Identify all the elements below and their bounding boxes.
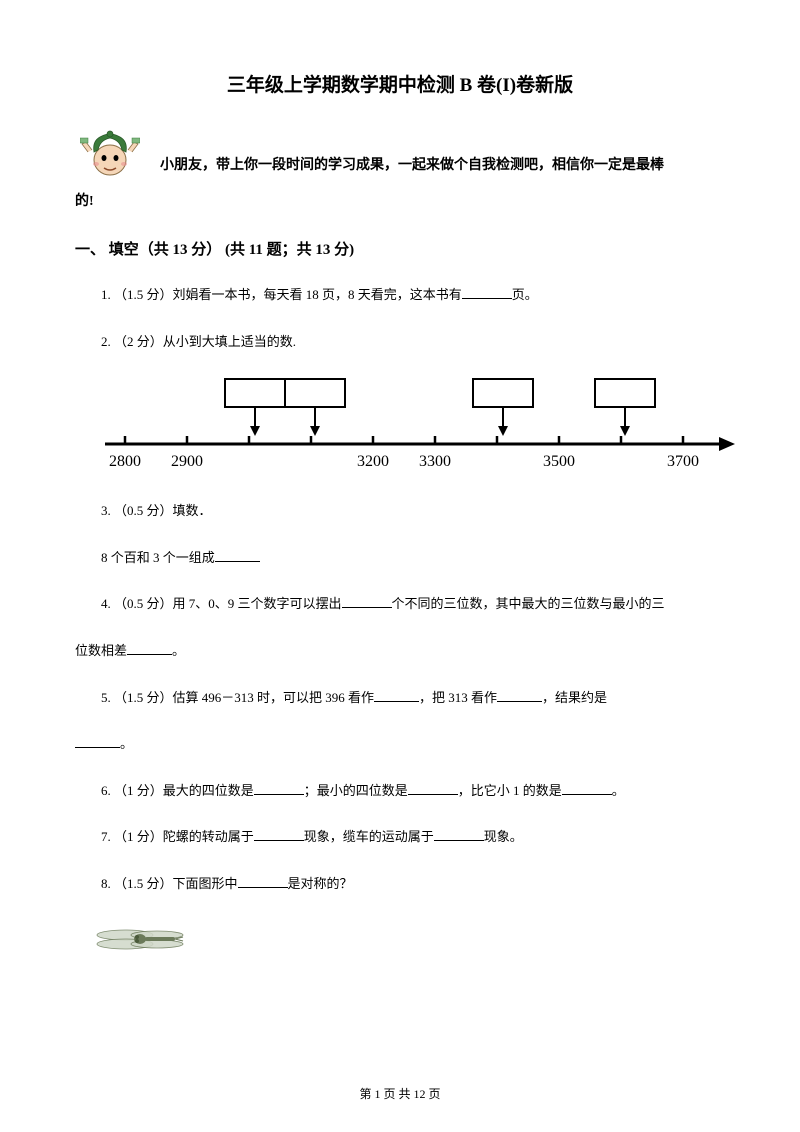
q4-line2-suffix: 。 bbox=[172, 643, 185, 658]
q8-suffix: 是对称的？ bbox=[288, 876, 353, 891]
dragonfly-icon bbox=[95, 917, 725, 967]
q6-blank2[interactable] bbox=[408, 781, 458, 795]
q8-prefix: 8. （1.5 分）下面图形中 bbox=[101, 876, 238, 891]
q6-mid2: ，比它小 1 的数是 bbox=[458, 783, 562, 798]
svg-text:2800: 2800 bbox=[109, 453, 141, 470]
intro-text-line2: 的! bbox=[75, 190, 725, 210]
q1-blank[interactable] bbox=[462, 285, 512, 299]
svg-text:2900: 2900 bbox=[171, 453, 203, 470]
q5-prefix: 5. （1.5 分）估算 496－313 时，可以把 396 看作 bbox=[101, 690, 374, 705]
svg-text:3700: 3700 bbox=[667, 453, 699, 470]
question-1: 1. （1.5 分）刘娟看一本书，每天看 18 页，8 天看完，这本书有 页。 bbox=[75, 281, 725, 310]
q3-blank[interactable] bbox=[215, 548, 260, 562]
intro-row: 小朋友，带上你一段时间的学习成果，一起来做个自我检测吧，相信你一定是最棒 bbox=[75, 122, 725, 182]
intro-text-line1: 小朋友，带上你一段时间的学习成果，一起来做个自我检测吧，相信你一定是最棒 bbox=[160, 151, 725, 182]
q3-sub-text: 8 个百和 3 个一组成 bbox=[101, 550, 215, 565]
svg-text:3300: 3300 bbox=[419, 453, 451, 470]
q6-suffix: 。 bbox=[612, 783, 625, 798]
page-footer: 第 1 页 共 12 页 bbox=[0, 1085, 800, 1102]
mascot-icon bbox=[80, 122, 140, 182]
svg-text:3500: 3500 bbox=[543, 453, 575, 470]
question-8: 8. （1.5 分）下面图形中 是对称的？ bbox=[75, 870, 725, 899]
q4-blank2[interactable] bbox=[127, 641, 172, 655]
q7-prefix: 7. （1 分）陀螺的转动属于 bbox=[101, 829, 254, 844]
page-title: 三年级上学期数学期中检测 B 卷(I)卷新版 bbox=[75, 70, 725, 97]
q5-mid2: ，结果约是 bbox=[542, 690, 607, 705]
q6-blank3[interactable] bbox=[562, 781, 612, 795]
q1-suffix: 页。 bbox=[512, 287, 538, 302]
svg-text:3200: 3200 bbox=[357, 453, 389, 470]
q7-blank1[interactable] bbox=[254, 827, 304, 841]
q5-blank1[interactable] bbox=[374, 688, 419, 702]
numberline-figure: 2800 2900 3200 3300 3500 3700 bbox=[95, 374, 725, 479]
q6-mid1: ；最小的四位数是 bbox=[304, 783, 408, 798]
question-6: 6. （1 分）最大的四位数是 ；最小的四位数是 ，比它小 1 的数是 。 bbox=[75, 777, 725, 806]
q7-blank2[interactable] bbox=[434, 827, 484, 841]
q7-mid: 现象，缆车的运动属于 bbox=[304, 829, 434, 844]
q4-prefix: 4. （0.5 分）用 7、0、9 三个数字可以摆出 bbox=[101, 596, 342, 611]
q1-prefix: 1. （1.5 分）刘娟看一本书，每天看 18 页，8 天看完，这本书有 bbox=[101, 287, 462, 302]
question-7: 7. （1 分）陀螺的转动属于 现象，缆车的运动属于 现象。 bbox=[75, 823, 725, 852]
section-heading: 一、 填空（共 13 分） (共 11 题；共 13 分) bbox=[75, 238, 725, 259]
question-4-line2: 位数相差 。 bbox=[75, 637, 725, 666]
q5-blank3[interactable] bbox=[75, 734, 120, 748]
q5-line2-suffix: 。 bbox=[120, 736, 133, 751]
q6-prefix: 6. （1 分）最大的四位数是 bbox=[101, 783, 254, 798]
q5-blank2[interactable] bbox=[497, 688, 542, 702]
question-3-sub: 8 个百和 3 个一组成 bbox=[75, 544, 725, 573]
question-5-line2: 。 bbox=[75, 730, 725, 759]
q4-blank1[interactable] bbox=[342, 594, 392, 608]
question-5: 5. （1.5 分）估算 496－313 时，可以把 396 看作 ，把 313 … bbox=[75, 684, 725, 713]
q5-mid1: ，把 313 看作 bbox=[419, 690, 497, 705]
q4-line2-prefix: 位数相差 bbox=[75, 643, 127, 658]
q4-mid: 个不同的三位数，其中最大的三位数与最小的三 bbox=[392, 596, 665, 611]
question-4: 4. （0.5 分）用 7、0、9 三个数字可以摆出 个不同的三位数，其中最大的三… bbox=[75, 590, 725, 619]
q8-blank[interactable] bbox=[238, 874, 288, 888]
question-2: 2. （2 分）从小到大填上适当的数. bbox=[75, 328, 725, 357]
q6-blank1[interactable] bbox=[254, 781, 304, 795]
q7-suffix: 现象。 bbox=[484, 829, 523, 844]
question-3: 3. （0.5 分）填数． bbox=[75, 497, 725, 526]
